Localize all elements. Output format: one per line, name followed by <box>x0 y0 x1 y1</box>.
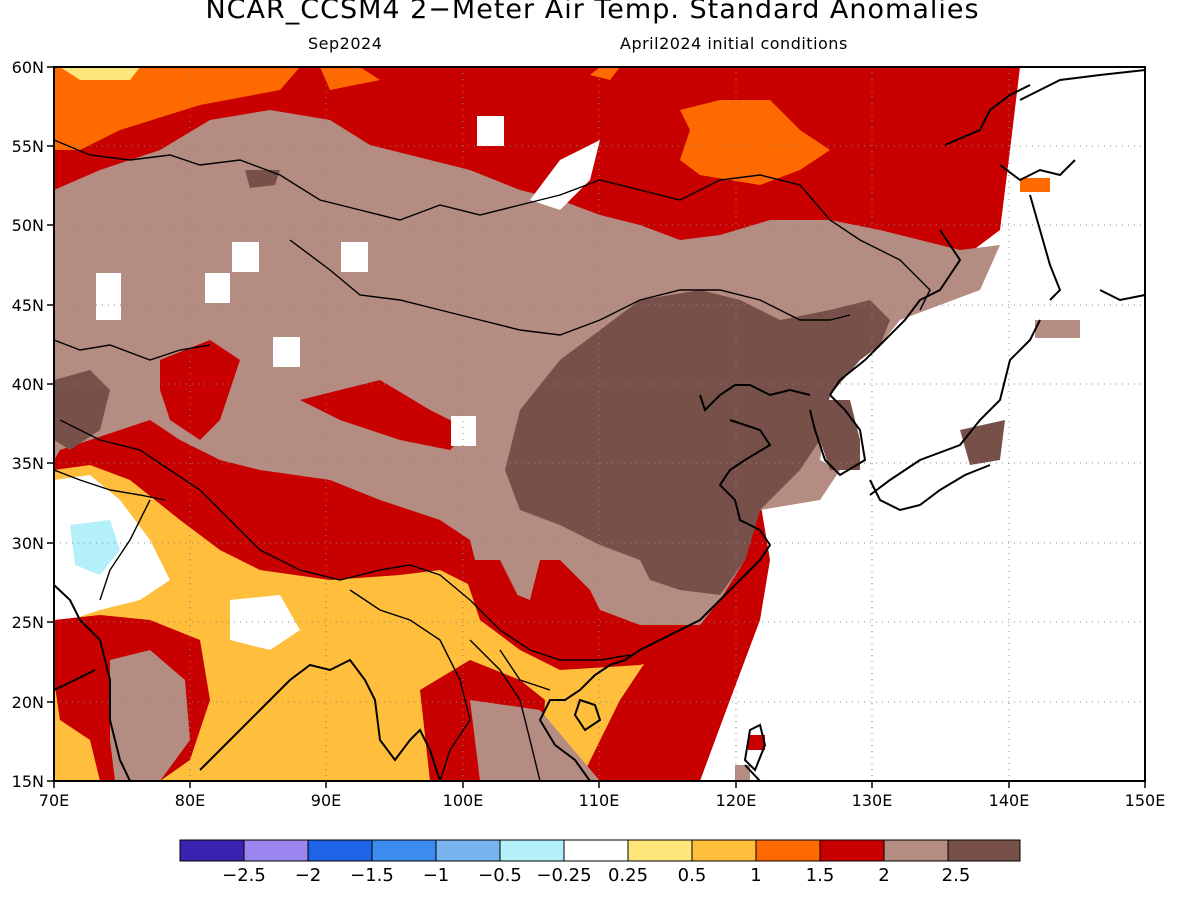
colorbar-swatch <box>307 839 373 862</box>
lon-label: 90E <box>311 791 341 810</box>
field-lightbrown-hokkaido <box>1035 320 1080 338</box>
lon-label: 120E <box>716 791 757 810</box>
field-orange-n2 <box>320 67 380 90</box>
lake-white-5 <box>205 273 230 303</box>
colorbar-label: −1 <box>423 865 450 886</box>
lat-label: 60N <box>12 58 44 77</box>
colorbar-label: 1 <box>750 865 761 886</box>
political-borders <box>54 139 931 781</box>
colorbar-label: −1.5 <box>350 865 394 886</box>
colorbar-swatch <box>435 839 501 862</box>
lon-label: 150E <box>1125 791 1166 810</box>
lake-white-2 <box>273 337 300 367</box>
colorbar-label: −2.5 <box>222 865 266 886</box>
field-red-tarim <box>300 380 470 450</box>
field-orange-baikal <box>680 100 830 185</box>
lat-label: 25N <box>12 613 44 632</box>
field-red-small <box>180 475 250 520</box>
lat-label: 15N <box>12 772 44 791</box>
tick-marks <box>47 66 1146 788</box>
lake-white-1 <box>477 116 504 146</box>
colorbar-label: 0.25 <box>608 865 648 886</box>
lat-label: 50N <box>12 216 44 235</box>
field-darkbrown-w <box>54 370 110 450</box>
colorbar-swatch <box>499 839 565 862</box>
longitude-labels: 70E 80E 90E 100E 110E 120E 130E 140E 150… <box>39 791 1166 810</box>
lake-white-6 <box>232 242 259 272</box>
lake-white-4 <box>341 242 368 272</box>
colorbar-swatch <box>883 839 949 862</box>
field-orange-sakhalin <box>1020 178 1050 192</box>
lat-label: 55N <box>12 137 44 156</box>
lon-label: 140E <box>989 791 1030 810</box>
field-orange-nw <box>54 67 300 150</box>
lat-label: 20N <box>12 693 44 712</box>
lon-label: 100E <box>443 791 484 810</box>
colorbar-label: 0.5 <box>678 865 707 886</box>
colorbar-label: 2.5 <box>942 865 971 886</box>
lake-white-3 <box>451 416 476 446</box>
colorbar-swatch <box>563 839 629 862</box>
field-lightbrown-luzon <box>735 765 750 781</box>
initial-conditions: April2024 initial conditions <box>620 34 848 53</box>
colorbar-label: −0.5 <box>478 865 522 886</box>
colorbar-swatch <box>627 839 693 862</box>
field-yellow-nw <box>60 67 140 80</box>
forecast-month: Sep2024 <box>308 34 383 53</box>
colorbar-label: 2 <box>878 865 889 886</box>
lat-label: 35N <box>12 454 44 473</box>
field-darkbrown-china <box>505 290 890 595</box>
colorbar-label: 1.5 <box>806 865 835 886</box>
field-orange-n3 <box>590 67 620 80</box>
colorbar-swatch <box>819 839 885 862</box>
field-darkbrown-small <box>245 170 280 188</box>
lon-label: 80E <box>175 791 205 810</box>
colorbar-label: −2 <box>295 865 322 886</box>
lon-label: 110E <box>579 791 620 810</box>
lake-balkhash <box>96 273 121 320</box>
field-white-ocean <box>700 67 1145 781</box>
colorbar-swatch <box>179 839 245 862</box>
colorbar-swatch <box>947 839 1021 862</box>
lon-label: 70E <box>39 791 69 810</box>
colorbar-swatch <box>243 839 309 862</box>
lat-label: 30N <box>12 534 44 553</box>
colorbar <box>179 839 1021 862</box>
lat-label: 45N <box>12 296 44 315</box>
colorbar-swatch <box>691 839 757 862</box>
field-lightbrown-india <box>110 650 190 781</box>
anomaly-fields <box>54 67 1145 781</box>
colorbar-label: −0.25 <box>536 865 591 886</box>
colorbar-swatch <box>755 839 821 862</box>
lake-baikal <box>530 140 600 210</box>
field-red-kazakh <box>160 340 240 440</box>
field-lightbrown-indochina <box>470 700 600 781</box>
lon-label: 130E <box>852 791 893 810</box>
colorbar-labels: −2.5 −2 −1.5 −1 −0.5 −0.25 0.25 0.5 1 1.… <box>222 865 970 886</box>
field-red-taiwan <box>748 735 765 750</box>
field-cyan-pakistan <box>70 520 120 575</box>
gridlines <box>54 67 1145 781</box>
lat-label: 40N <box>12 375 44 394</box>
colorbar-swatch <box>371 839 437 862</box>
coastlines <box>54 69 1145 781</box>
map-title: NCAR_CCSM4 2−Meter Air Temp. Standard An… <box>205 0 980 25</box>
latitude-labels: 15N 20N 25N 30N 35N 40N 45N 50N 55N 60N <box>12 58 44 791</box>
